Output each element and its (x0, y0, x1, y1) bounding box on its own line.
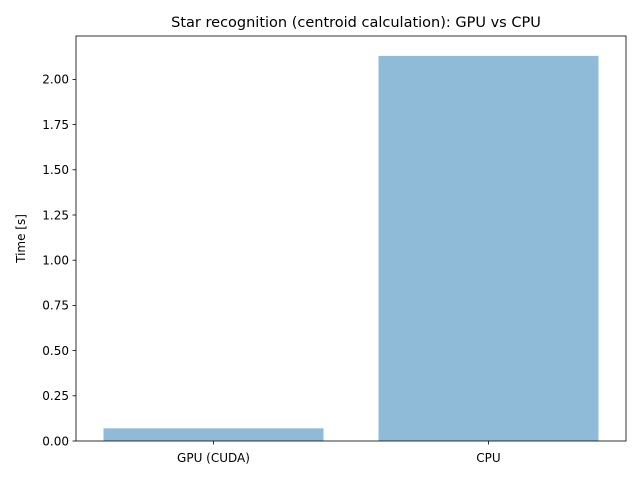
x-axis-ticks: GPU (CUDA) CPU (177, 441, 501, 465)
y-axis-label: Time [s] (14, 214, 28, 264)
bars-group (103, 55, 599, 441)
x-tick-label: CPU (476, 451, 500, 465)
y-tick-label: 1.25 (42, 208, 69, 222)
y-tick-label: 2.00 (42, 73, 69, 87)
y-tick-label: 0.25 (42, 389, 69, 403)
y-tick-label: 1.00 (42, 253, 69, 267)
plot-frame (75, 35, 627, 442)
y-tick-label: 0.75 (42, 299, 69, 313)
bar-cpu (378, 55, 599, 441)
y-tick-label: 0.00 (42, 434, 69, 448)
y-tick-label: 0.50 (42, 344, 69, 358)
y-tick-label: 1.50 (42, 163, 69, 177)
y-tick-label: 1.75 (42, 118, 69, 132)
bar-gpu-cuda (103, 428, 324, 441)
chart-title: Star recognition (centroid calculation):… (171, 15, 541, 31)
y-axis-ticks: 0.00 0.25 0.50 0.75 1.00 1.25 1.50 1.75 2.00 (42, 73, 76, 448)
x-tick-label: GPU (CUDA) (177, 451, 250, 465)
